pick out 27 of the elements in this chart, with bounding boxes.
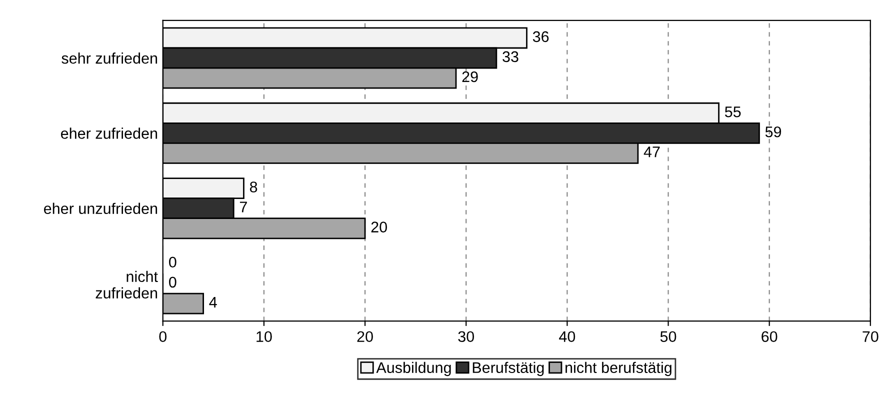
legend-label: Berufstätig <box>472 362 544 376</box>
data-label: 36 <box>532 31 549 42</box>
x-tick-label: 50 <box>660 331 676 342</box>
legend-label: Ausbildung <box>376 362 451 376</box>
y-tick-label: eher unzufrieden <box>44 202 158 214</box>
x-tick-label: 60 <box>762 331 778 342</box>
data-label: 47 <box>644 146 660 158</box>
data-label: 20 <box>371 222 387 232</box>
y-tick-label: eher zufrieden <box>60 128 158 139</box>
data-label: 7 <box>240 202 247 212</box>
data-label: 0 <box>169 256 176 268</box>
y-tick-label: sehr zufrieden <box>62 52 158 64</box>
data-label: 0 <box>169 276 176 288</box>
data-label: 29 <box>462 71 478 82</box>
legend-label: nicht berufstätig <box>566 362 672 376</box>
x-tick-label: 30 <box>458 331 474 342</box>
y-tick-label: nicht zufrieden <box>96 270 158 299</box>
data-label: 55 <box>724 106 741 118</box>
x-tick-label: 40 <box>559 331 576 342</box>
x-tick-label: 10 <box>256 331 272 342</box>
x-tick-label: 0 <box>159 331 167 342</box>
data-label: 59 <box>765 126 782 138</box>
x-tick-label: 70 <box>862 331 878 342</box>
x-tick-label: 20 <box>357 331 373 342</box>
data-label: 33 <box>502 51 518 62</box>
data-label: 8 <box>250 182 258 192</box>
data-label: 4 <box>209 296 217 308</box>
